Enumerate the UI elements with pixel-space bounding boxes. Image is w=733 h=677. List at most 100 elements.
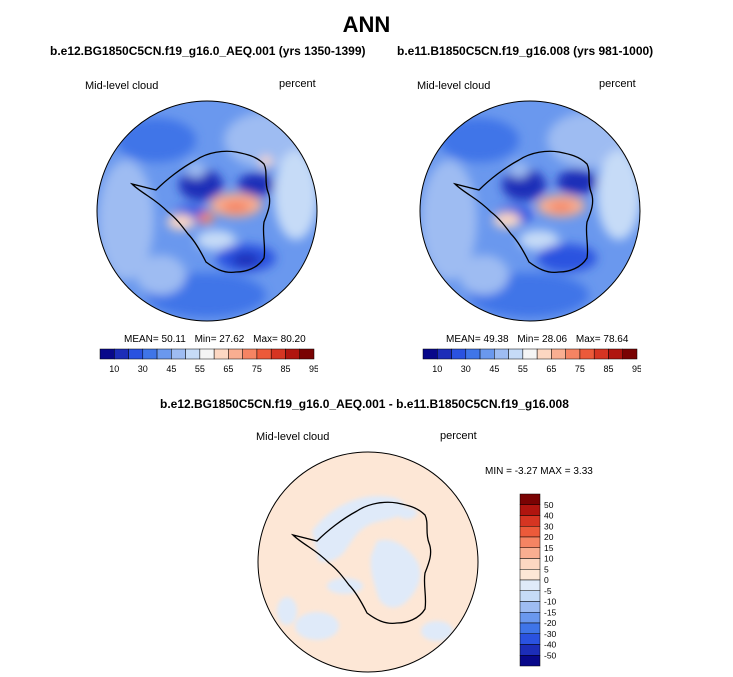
panel2-variable-label: Mid-level cloud bbox=[417, 80, 491, 92]
panel2-colorbar-box bbox=[465, 348, 481, 360]
panel2-colorbar-tick: 30 bbox=[461, 364, 471, 374]
panel1-colorbar-box bbox=[270, 348, 286, 360]
panel3-field-region bbox=[370, 539, 421, 608]
panel3-map bbox=[257, 451, 479, 673]
panel1-map bbox=[96, 100, 318, 322]
panel1-field-region bbox=[232, 253, 260, 267]
panel2-field-region bbox=[519, 230, 559, 250]
panel1-colorbar-box bbox=[128, 348, 144, 360]
panel1-colorbar-box bbox=[199, 348, 215, 360]
panel1-colorbar-box bbox=[114, 348, 129, 360]
panel1-colorbar-tick: 30 bbox=[138, 364, 148, 374]
panel2-coastline bbox=[452, 150, 594, 274]
panel3-colorbar-tick: 40 bbox=[544, 511, 554, 521]
panel1-max: Max= 80.20 bbox=[253, 334, 306, 345]
panel3-minmax: MIN = -3.27 MAX = 3.33 bbox=[485, 466, 593, 477]
panel2-colorbar-box bbox=[479, 348, 495, 360]
panel1-colorbar-tick: 10 bbox=[109, 364, 119, 374]
panel1-field-region bbox=[167, 214, 195, 230]
panel2-colorbar-box bbox=[608, 348, 623, 360]
panel1-colorbar-box bbox=[228, 348, 243, 360]
panel3-colorbar-box bbox=[519, 536, 541, 548]
panel3-map-border bbox=[257, 451, 479, 673]
panel2-field-region bbox=[549, 202, 573, 212]
panel1-title: b.e12.BG1850C5CN.f19_g16.0_AEQ.001 (yrs … bbox=[50, 44, 366, 58]
panel2-colorbar-box bbox=[579, 348, 595, 360]
panel1-mean: MEAN= 50.11 bbox=[124, 334, 186, 345]
panel2-colorbar-box bbox=[422, 348, 438, 360]
panel3-colorbar-box bbox=[519, 644, 541, 656]
panel3-field-region bbox=[421, 621, 453, 641]
panel2-colorbar-box bbox=[536, 348, 552, 360]
panel1-colorbar-tick: 75 bbox=[252, 364, 262, 374]
panel3-field-region bbox=[277, 597, 297, 625]
panel3-coastline bbox=[290, 501, 432, 625]
panel1-field-region bbox=[179, 169, 223, 201]
panel1-field-region bbox=[196, 230, 236, 250]
page-title: ANN bbox=[342, 12, 391, 37]
panel3-colorbar-tick: -15 bbox=[544, 607, 557, 617]
panel2-field-region bbox=[459, 255, 509, 295]
panel3-colorbar-box bbox=[519, 515, 541, 527]
panel3-colorbar-box bbox=[519, 547, 541, 559]
panel3-colorbar-box bbox=[519, 504, 541, 516]
panel2-colorbar-tick: 10 bbox=[432, 364, 442, 374]
panel1-colorbar-tick: 55 bbox=[195, 364, 205, 374]
panel3-colorbar-box bbox=[519, 569, 541, 581]
panel2-field-region bbox=[493, 212, 521, 228]
panel3-colorbar-tick: 20 bbox=[544, 532, 554, 542]
panel3-field-region bbox=[295, 612, 339, 640]
panel1-colorbar-tick: 45 bbox=[166, 364, 176, 374]
panel1-field-region bbox=[260, 156, 272, 168]
panel3-colorbar-box bbox=[519, 633, 541, 645]
panel2-colorbar-box bbox=[622, 348, 638, 360]
panel3-colorbar-tick: 30 bbox=[544, 521, 554, 531]
panel2-colorbar-box bbox=[437, 348, 452, 360]
panel2-colorbar-tick: 55 bbox=[518, 364, 528, 374]
panel3-colorbar-box bbox=[519, 655, 541, 667]
panel1-units-label: percent bbox=[279, 78, 316, 90]
panel3-colorbar-box bbox=[519, 622, 541, 634]
panel3-colorbar-tick: -30 bbox=[544, 629, 557, 639]
panel1-colorbar-box bbox=[171, 348, 186, 360]
panel2-field-region bbox=[597, 150, 640, 240]
panel1-field-region bbox=[136, 255, 186, 295]
panel1-field-region bbox=[198, 212, 214, 224]
panel2-field-region bbox=[502, 169, 546, 201]
panel1-min: Min= 27.62 bbox=[194, 334, 245, 345]
panel1-colorbar-box bbox=[242, 348, 258, 360]
panel2-colorbar: 10 30 45 55 65 75 85 95 bbox=[422, 348, 641, 374]
panel3-variable-label: Mid-level cloud bbox=[256, 431, 330, 443]
panel1-field-region bbox=[116, 118, 196, 162]
panel1-map-border bbox=[96, 100, 318, 322]
panel3-colorbar-box bbox=[519, 612, 541, 624]
panel2-colorbar-box bbox=[451, 348, 467, 360]
panel1-colorbar: 10 30 45 55 65 75 85 95 bbox=[99, 348, 318, 374]
panel2-mean: MEAN= 49.38 bbox=[446, 334, 509, 345]
panel2-colorbar-tick: 45 bbox=[489, 364, 499, 374]
panel3-field-region bbox=[397, 507, 417, 519]
panel1-field-region bbox=[238, 173, 274, 197]
panel3-colorbar-tick: -5 bbox=[544, 586, 552, 596]
panel2-colorbar-box bbox=[522, 348, 538, 360]
panel1-colorbar-tick: 85 bbox=[280, 364, 290, 374]
panel2-colorbar-box bbox=[508, 348, 524, 360]
panel2-map bbox=[419, 100, 641, 322]
panel3-colorbar-box bbox=[519, 590, 541, 602]
panel2-units-label: percent bbox=[599, 78, 636, 90]
panel3-title: b.e12.BG1850C5CN.f19_g16.0_AEQ.001 - b.e… bbox=[160, 397, 569, 411]
panel1-stats: MEAN= 50.11 Min= 27.62 Max= 80.20 bbox=[124, 334, 306, 345]
panel2-field-region bbox=[537, 244, 597, 272]
panel3-colorbar-tick: -50 bbox=[544, 650, 557, 660]
panel2-colorbar-tick: 75 bbox=[575, 364, 585, 374]
panel2-title: b.e11.B1850C5CN.f19_g16.008 (yrs 981-100… bbox=[397, 44, 654, 58]
panel1-coastline bbox=[129, 150, 271, 274]
panel3-colorbar-tick: -40 bbox=[544, 640, 557, 650]
panel3-colorbar-box bbox=[519, 526, 541, 538]
panel3-colorbar-tick: 50 bbox=[544, 500, 554, 510]
panel1-field-region bbox=[222, 201, 250, 213]
panel1-colorbar-box bbox=[285, 348, 300, 360]
panel3-colorbar-tick: 5 bbox=[544, 564, 549, 574]
panel2-colorbar-tick: 95 bbox=[632, 364, 641, 374]
